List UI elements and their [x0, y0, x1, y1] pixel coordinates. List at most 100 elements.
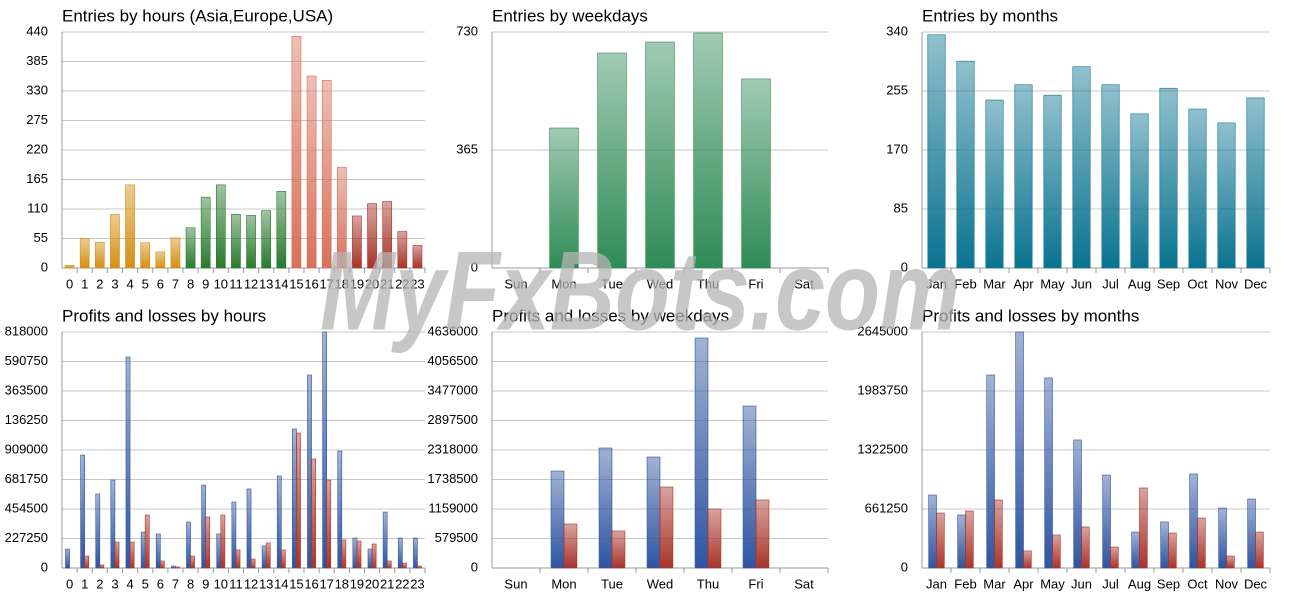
x-tick-label: Mon [551, 576, 576, 591]
x-tick-label: Jun [1071, 576, 1092, 591]
y-tick-label: 590750 [5, 353, 48, 368]
bar [144, 514, 150, 569]
bar [341, 539, 347, 569]
bar [1130, 113, 1149, 269]
y-tick-label: 165 [26, 171, 48, 186]
bar [1197, 517, 1206, 569]
x-tick-label: Feb [954, 276, 976, 291]
x-tick-label: Sep [1157, 276, 1180, 291]
x-tick-label: 7 [172, 276, 179, 291]
chart-title: Entries by months [922, 6, 1058, 25]
x-tick-label: 13 [259, 576, 273, 591]
bar [125, 356, 131, 569]
x-tick-label: Apr [1013, 576, 1034, 591]
x-tick-label: Nov [1215, 276, 1239, 291]
y-tick-label: 363500 [5, 382, 48, 397]
y-tick-label: 1159000 [428, 500, 478, 515]
x-tick-label: Jul [1102, 276, 1119, 291]
x-tick-label: Mar [983, 576, 1006, 591]
x-tick-label: Tue [601, 576, 623, 591]
x-tick-label: Feb [954, 576, 976, 591]
bar [1110, 546, 1119, 569]
bar [1102, 474, 1111, 569]
y-tick-label: 330 [26, 82, 48, 97]
bar [80, 454, 85, 569]
bar [1052, 534, 1061, 569]
bar [382, 511, 388, 569]
x-tick-label: Jan [926, 576, 947, 591]
watermark: MyFxBots.com [320, 229, 960, 354]
y-tick-label: 2645000 [857, 323, 908, 338]
bar [936, 512, 945, 569]
bar [645, 41, 675, 269]
bar [985, 99, 1004, 269]
x-tick-label: 17 [319, 576, 333, 591]
bar [1247, 498, 1256, 569]
x-tick-label: 15 [289, 276, 303, 291]
chart-title: Profits and losses by weekdays [492, 306, 729, 325]
bar [84, 555, 90, 569]
x-tick-label: 10 [214, 276, 228, 291]
x-tick-label: Oct [1187, 576, 1208, 591]
bar [352, 215, 362, 269]
bar [1015, 331, 1024, 569]
x-tick-label: 4 [126, 576, 133, 591]
y-tick-label: 0 [471, 259, 478, 274]
bar [292, 428, 297, 569]
x-tick-label: Dec [1244, 576, 1268, 591]
bar [129, 541, 135, 569]
y-tick-label: 440 [26, 23, 48, 38]
bar [382, 201, 393, 269]
y-tick-label: 4056500 [427, 353, 478, 368]
bar [246, 488, 252, 569]
bar [95, 493, 101, 569]
bar [1139, 487, 1148, 569]
y-tick-label: 0 [41, 259, 48, 274]
bar [1168, 532, 1177, 569]
bar [114, 541, 120, 569]
bar [220, 514, 226, 569]
y-tick-label: 55 [34, 230, 48, 245]
x-tick-label: 14 [274, 276, 288, 291]
y-tick-label: 818000 [5, 323, 48, 338]
bar [956, 60, 975, 269]
bar [957, 514, 966, 569]
bar [235, 549, 241, 569]
x-tick-label: Aug [1128, 576, 1151, 591]
bar [367, 203, 377, 269]
y-tick-label: 2897500 [427, 412, 478, 427]
bar [1160, 521, 1169, 569]
x-tick-label: 8 [187, 576, 194, 591]
bar [693, 32, 723, 269]
bar [94, 241, 105, 269]
x-tick-label: 1 [81, 276, 88, 291]
y-tick-label: 385 [26, 53, 48, 68]
y-tick-label: 3477000 [427, 382, 478, 397]
bar [707, 508, 722, 569]
bar [550, 470, 565, 569]
bar [563, 523, 578, 569]
x-tick-label: Fri [748, 276, 763, 291]
bar [1072, 66, 1091, 269]
y-tick-label: 220 [26, 141, 48, 156]
bar [659, 486, 674, 569]
x-tick-label: 21 [380, 576, 394, 591]
x-tick-label: 16 [304, 276, 318, 291]
y-tick-label: 661250 [865, 500, 908, 515]
chart-title: Entries by weekdays [492, 6, 648, 25]
x-tick-label: May [1040, 576, 1065, 591]
bar [110, 479, 116, 569]
x-tick-label: 20 [365, 576, 379, 591]
y-tick-label: 227250 [5, 530, 48, 545]
bar [261, 545, 267, 569]
x-tick-label: Sep [1157, 576, 1180, 591]
y-tick-label: 0 [901, 259, 908, 274]
bar [986, 374, 995, 569]
bar [276, 475, 282, 569]
y-tick-label: 1738500 [427, 471, 478, 486]
bar [125, 184, 135, 269]
bar [321, 79, 332, 269]
bar [1255, 531, 1264, 569]
x-tick-label: Thu [697, 576, 719, 591]
x-tick-label: 6 [157, 576, 164, 591]
